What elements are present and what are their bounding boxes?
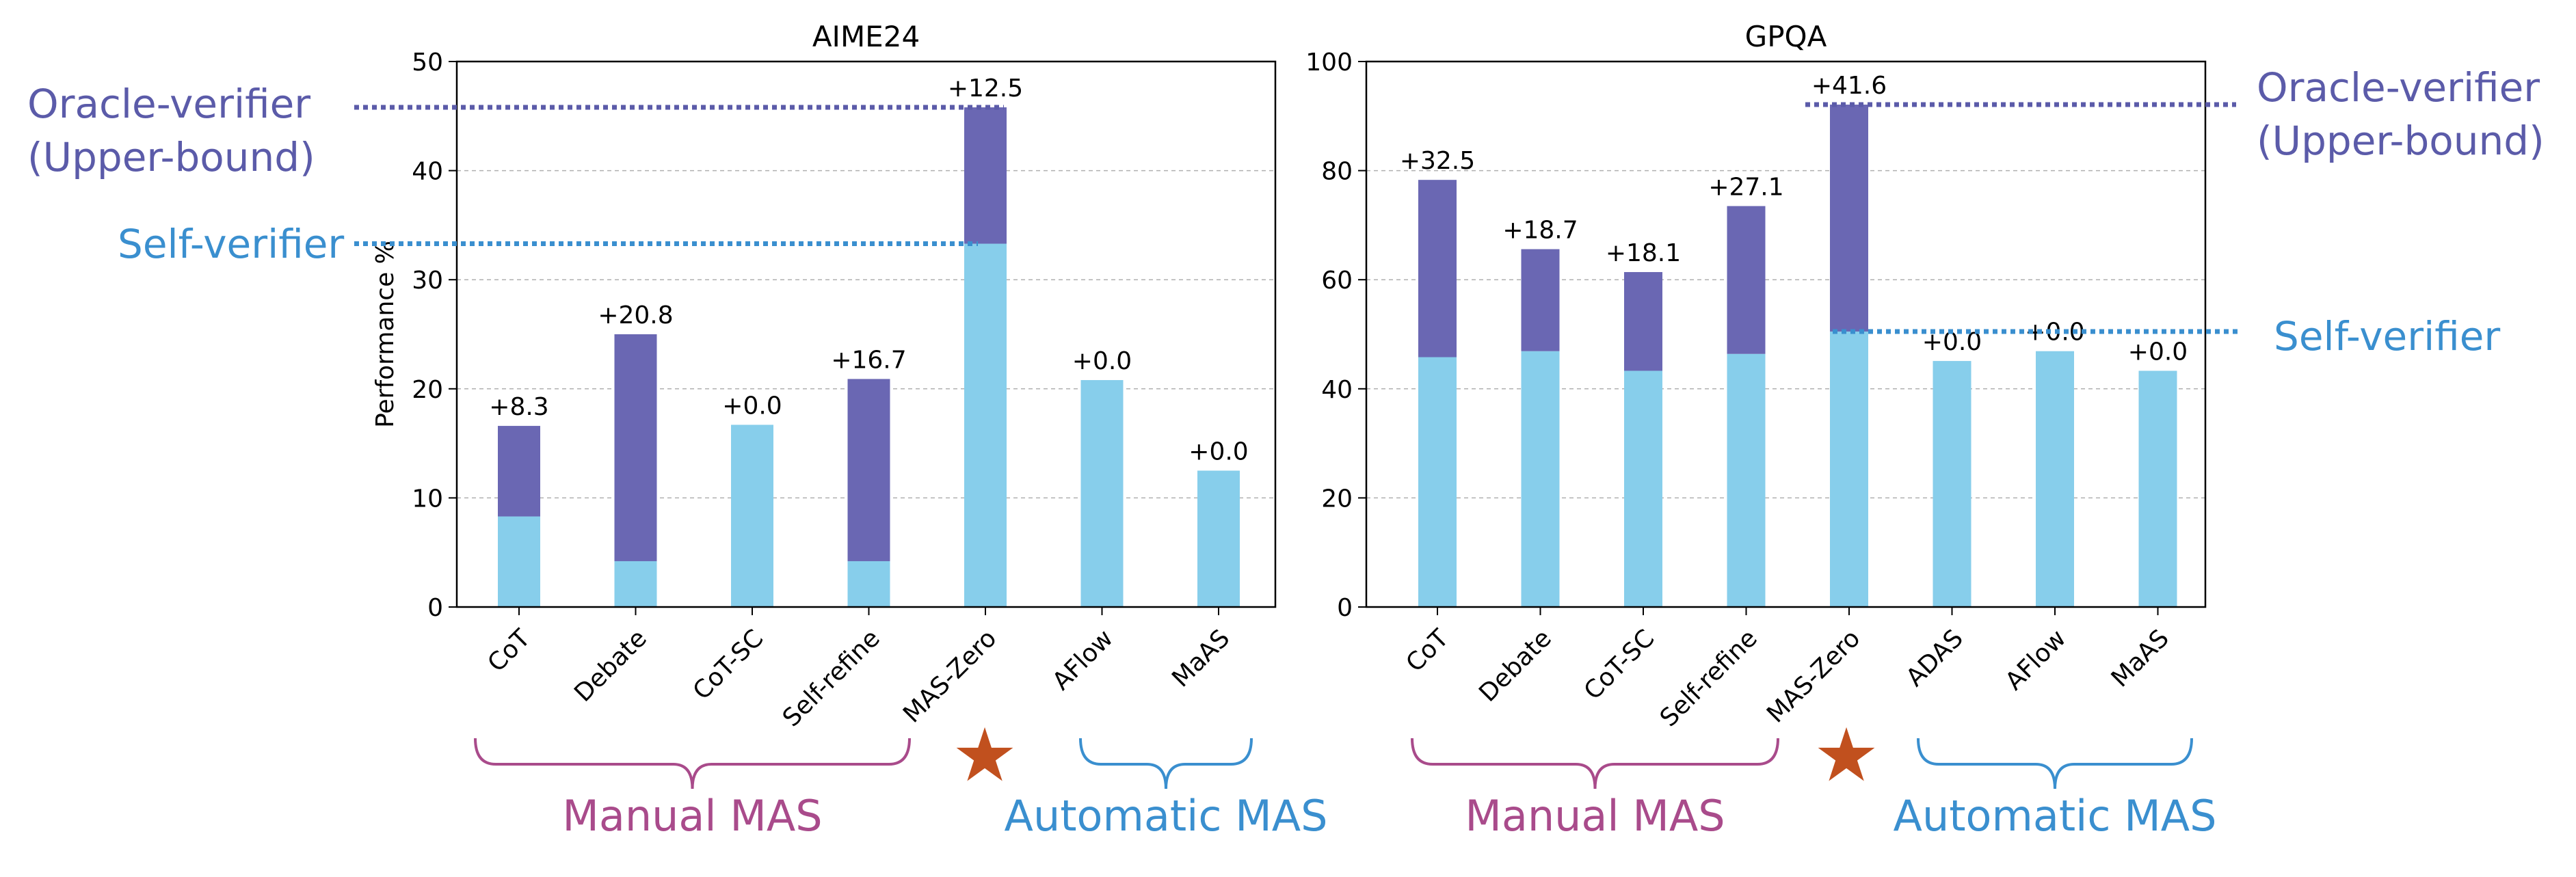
y-tick-label: 100	[1305, 49, 1353, 77]
plot-frame	[1365, 60, 2207, 608]
bar-oracle-gain	[498, 426, 540, 517]
bar-self-verifier	[498, 516, 540, 607]
bar-self-verifier	[1521, 351, 1560, 607]
bar-value-label: +8.3	[489, 393, 548, 421]
y-tick-label: 20	[1321, 485, 1353, 513]
x-tick-label: CoT	[482, 624, 536, 678]
bar-oracle-gain	[614, 334, 657, 561]
bar-value-label: +0.0	[1189, 438, 1248, 466]
bar-value-label: +20.8	[598, 301, 673, 329]
bar-self-verifier	[1418, 357, 1457, 607]
bar-oracle-gain	[1521, 249, 1560, 351]
bar-self-verifier	[2036, 351, 2074, 607]
bar-value-label: +0.0	[1072, 347, 1132, 375]
bar-self-verifier	[614, 561, 657, 607]
upper-bound-label: (Upper-bound)	[2257, 118, 2545, 164]
x-tick-label: CoT-SC	[1579, 624, 1660, 705]
y-tick-label: 20	[412, 376, 443, 404]
x-tick-label: Debate	[1474, 624, 1557, 707]
x-tick-label: AFlow	[1047, 624, 1119, 696]
oracle-verifier-label: Oracle-verifier	[2257, 64, 2540, 111]
oracle-verifier-label: Oracle-verifier	[27, 81, 310, 127]
bar-self-verifier	[1080, 380, 1124, 607]
y-tick-label: 0	[1337, 594, 1353, 622]
x-tick-label: MaAS	[2106, 624, 2175, 692]
bar-value-label: +41.6	[1811, 72, 1887, 100]
bar-self-verifier	[1197, 470, 1240, 607]
bar-value-label: +18.1	[1606, 239, 1681, 267]
bar-oracle-gain	[847, 379, 890, 561]
x-tick-label: MaAS	[1167, 624, 1235, 692]
bar-oracle-gain	[1830, 105, 1868, 332]
manual-mas-brace	[474, 738, 911, 790]
self-verifier-label: Self-verifier	[118, 221, 344, 267]
bar-oracle-gain	[964, 107, 1007, 244]
bar-self-verifier	[1727, 353, 1766, 607]
y-tick-label: 80	[1321, 158, 1353, 186]
bar-self-verifier	[1624, 370, 1662, 607]
bar-value-label: +0.0	[2128, 338, 2188, 366]
panel-title: AIME24	[812, 20, 920, 53]
panel-title: GPQA	[1745, 20, 1827, 53]
automatic-mas-brace	[1079, 738, 1253, 790]
y-tick-label: 0	[427, 594, 443, 622]
y-tick-label: 10	[412, 485, 443, 513]
bar-self-verifier	[1830, 332, 1868, 607]
bar-oracle-gain	[1624, 272, 1662, 371]
manual-mas-brace	[1411, 738, 1779, 790]
bar-value-label: +32.5	[1400, 147, 1475, 175]
y-tick-label: 40	[1321, 376, 1353, 404]
self-verifier-label: Self-verifier	[2274, 313, 2500, 360]
bar-value-label: +0.0	[722, 392, 782, 420]
x-tick-label: ADAS	[1901, 624, 1969, 692]
automatic-mas-label: Automatic MAS	[1005, 791, 1328, 841]
y-tick-label: 60	[1321, 267, 1353, 295]
star-icon: ★	[1814, 713, 1880, 798]
x-tick-label: CoT	[1400, 624, 1455, 678]
y-tick-label: 30	[412, 267, 443, 295]
bar-self-verifier	[1933, 361, 1971, 607]
bar-self-verifier	[731, 424, 773, 607]
manual-mas-label: Manual MAS	[1465, 791, 1725, 841]
upper-bound-label: (Upper-bound)	[27, 134, 315, 180]
bar-oracle-gain	[1727, 206, 1766, 354]
x-tick-label: Debate	[569, 624, 652, 707]
y-axis-label: Performance %	[371, 241, 399, 428]
bar-oracle-gain	[1418, 180, 1457, 357]
x-tick-label: Self-refine	[1655, 624, 1763, 732]
plot-frame	[455, 60, 1277, 608]
bar-value-label: +18.7	[1502, 217, 1578, 245]
star-icon: ★	[952, 713, 1018, 798]
y-tick-label: 40	[412, 158, 443, 186]
bar-self-verifier	[2138, 370, 2177, 607]
y-tick-label: 50	[412, 49, 443, 77]
bar-self-verifier	[847, 561, 890, 607]
bar-value-label: +12.5	[948, 75, 1023, 103]
bar-value-label: +16.7	[831, 346, 906, 374]
bar-value-label: +27.1	[1708, 173, 1783, 201]
x-tick-label: CoT-SC	[688, 624, 769, 705]
automatic-mas-brace	[1917, 738, 2193, 790]
manual-mas-label: Manual MAS	[562, 791, 822, 841]
x-tick-label: AFlow	[2000, 624, 2072, 696]
bar-self-verifier	[964, 243, 1007, 608]
x-tick-label: Self-refine	[778, 624, 886, 732]
automatic-mas-label: Automatic MAS	[1894, 791, 2217, 841]
